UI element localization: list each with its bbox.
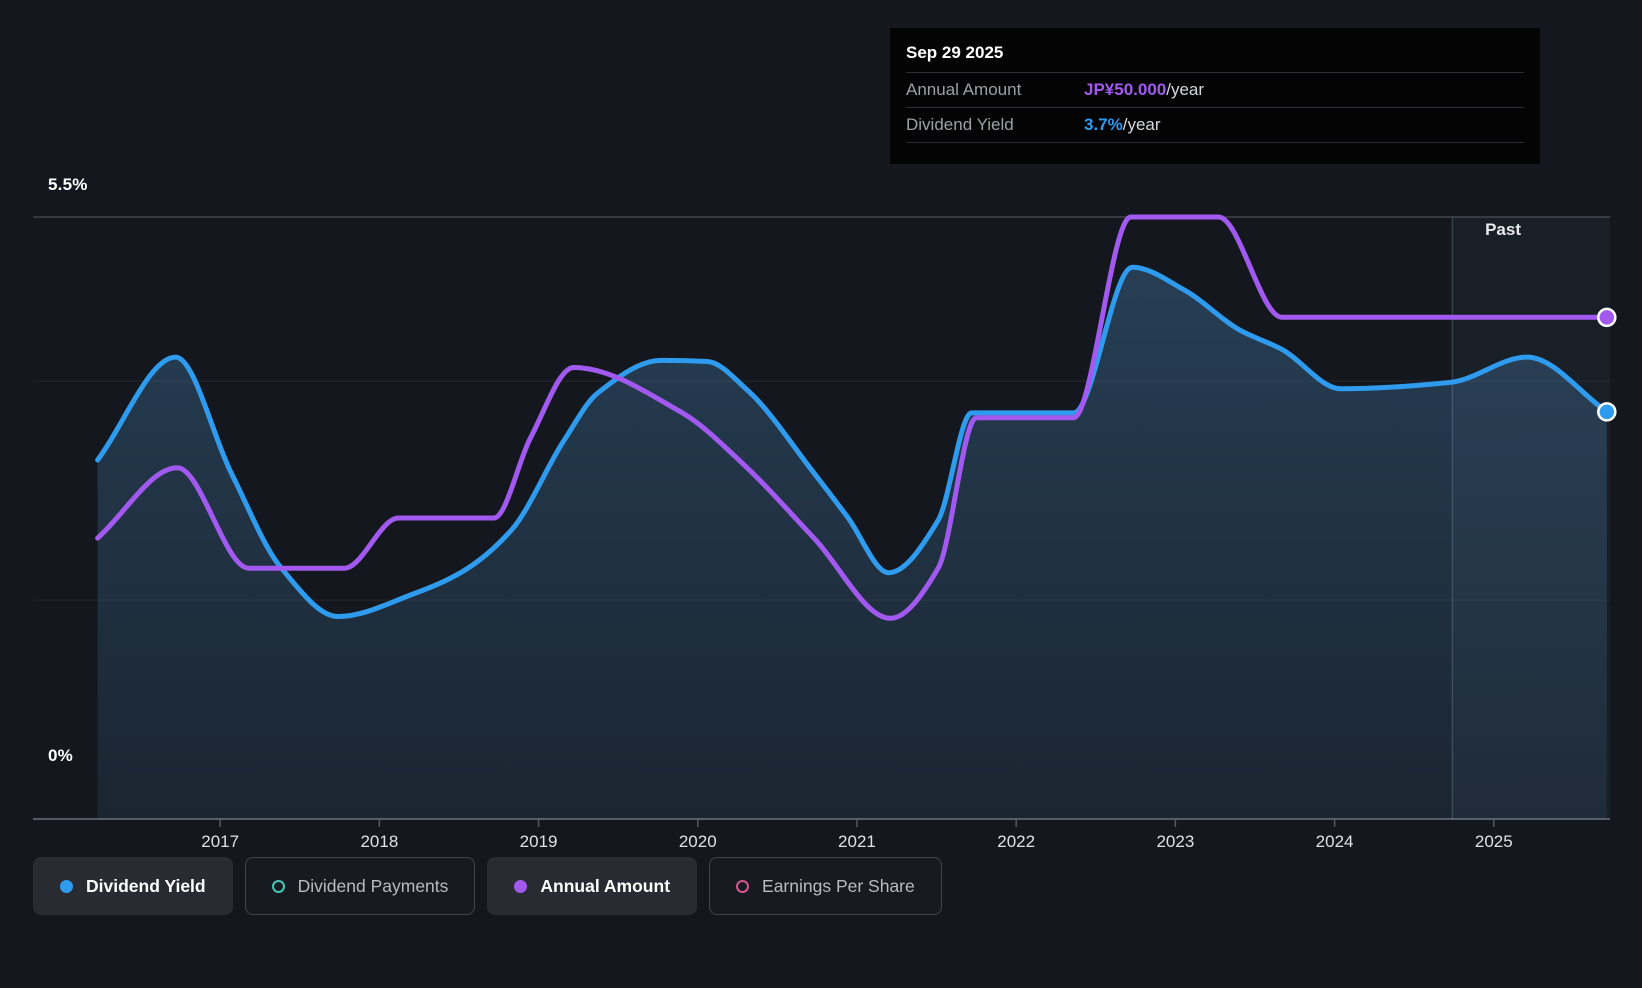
tooltip-label: Annual Amount (906, 80, 1022, 99)
x-axis-year-label: 2018 (360, 832, 399, 851)
dividend-yield-dot-icon (60, 879, 73, 893)
chart-tooltip: Sep 29 2025 Annual Amount JP¥50.000 /yea… (890, 28, 1540, 164)
legend-toggle-earnings-per-share[interactable]: Earnings Per Share (709, 857, 942, 915)
past-region-label: Past (1485, 220, 1521, 239)
y-axis-max-label: 5.5% (48, 175, 88, 194)
x-axis-year-label: 2023 (1156, 832, 1195, 851)
tooltip-label: Dividend Yield (906, 115, 1014, 134)
x-axis-year-label: 2020 (678, 832, 717, 851)
tooltip-row-annual-amount: Annual Amount JP¥50.000 /year (906, 72, 1524, 107)
x-axis-year-label: 2022 (997, 832, 1036, 851)
past-region-overlay (1452, 217, 1610, 819)
tooltip-suffix: /year (1122, 115, 1161, 134)
x-axis-year-label: 2019 (519, 832, 558, 851)
earnings-per-share-ring-icon (736, 879, 750, 893)
chart-legend: Dividend Yield Dividend Payments Annual … (33, 857, 942, 915)
tooltip-row-dividend-yield: Dividend Yield 3.7% /year (906, 107, 1524, 143)
dividend-yield-end-marker[interactable] (1597, 402, 1617, 422)
annual-amount-line[interactable] (95, 214, 1610, 621)
dividend-payments-ring-icon (271, 879, 285, 893)
tooltip-value: 3.7% (1084, 115, 1123, 134)
legend-toggle-dividend-yield[interactable]: Dividend Yield (33, 857, 233, 915)
y-axis-zero-label: 0% (48, 746, 73, 765)
tooltip-value: JP¥50.000 (1084, 80, 1167, 99)
annual-amount-dot-icon (514, 879, 528, 893)
legend-toggle-dividend-payments[interactable]: Dividend Payments (244, 857, 476, 915)
x-axis-year-label: 2021 (838, 832, 876, 851)
legend-label: Dividend Yield (86, 875, 206, 896)
x-axis-year-label: 2025 (1474, 832, 1513, 851)
legend-toggle-annual-amount[interactable]: Annual Amount (487, 857, 698, 915)
x-axis-year-label: 2024 (1315, 832, 1354, 851)
legend-label: Annual Amount (540, 875, 671, 896)
x-axis-year-label: 2017 (201, 832, 240, 851)
tooltip-suffix: /year (1166, 80, 1205, 99)
legend-label: Earnings Per Share (762, 875, 915, 896)
legend-label: Dividend Payments (297, 875, 449, 896)
annual-amount-end-marker[interactable] (1597, 307, 1617, 328)
dividend-yield-line[interactable] (95, 264, 1610, 619)
tooltip-date: Sep 29 2025 (906, 43, 1004, 62)
yield-area-fill (97, 267, 1607, 819)
